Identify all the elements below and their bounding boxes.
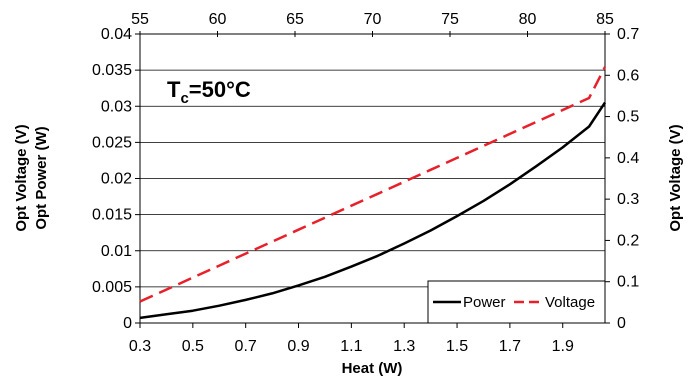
x-tick-label: 1.9 (552, 338, 574, 355)
bottom-axis: 0.3 0.5 0.7 0.9 1.1 1.3 1.5 1.7 1.9 (129, 323, 574, 355)
x-tick-label: 0.7 (235, 338, 257, 355)
legend-label-voltage: Voltage (545, 294, 595, 311)
y-axis-label-outer: Opt Voltage (V) (13, 124, 30, 231)
x2-tick-label: 70 (364, 11, 382, 28)
y2-tick-label: 0 (617, 315, 626, 332)
y-tick-label: 0.015 (92, 207, 132, 224)
y2-tick-label: 0.2 (617, 232, 639, 249)
series-line-power (139, 101, 607, 320)
y-tick-label: 0.005 (92, 279, 132, 296)
left-axis: 0 0.005 0.01 0.015 0.02 0.025 0.03 0.035 0.04 (92, 26, 140, 332)
x2-tick-label: 55 (131, 11, 149, 28)
series-layer (139, 66, 607, 320)
y2-tick-label: 0.1 (617, 274, 639, 291)
x2-tick-label: 60 (209, 11, 227, 28)
y-tick-label: 0.03 (101, 98, 132, 115)
y2-tick-label: 0.7 (617, 26, 639, 43)
y-tick-label: 0.01 (101, 243, 132, 260)
x-axis-label: Heat (W) (342, 360, 403, 377)
x-tick-label: 0.9 (287, 338, 309, 355)
y-axis-label: Opt Power (W) (33, 126, 50, 229)
x-tick-label: 1.5 (446, 338, 468, 355)
y2-tick-label: 0.3 (617, 191, 639, 208)
y-tick-label: 0.025 (92, 134, 132, 151)
y2-axis-label: Opt Voltage (V) (667, 124, 684, 231)
x2-tick-label: 75 (441, 11, 459, 28)
x-tick-label: 0.3 (129, 338, 151, 355)
legend-label-power: Power (463, 294, 506, 311)
y-tick-label: 0.035 (92, 62, 132, 79)
temperature-annotation: Tc=50°C (167, 77, 251, 107)
x2-tick-label: 85 (596, 11, 614, 28)
series-line-voltage (139, 66, 607, 303)
top-axis: 55 60 65 70 75 80 85 (131, 11, 614, 37)
y2-tick-label: 0.6 (617, 67, 639, 84)
x2-tick-label: 80 (519, 11, 537, 28)
x-tick-label: 1.7 (499, 338, 521, 355)
y-tick-label: 0 (123, 315, 132, 332)
x-tick-label: 1.1 (340, 338, 362, 355)
y-tick-label: 0.04 (101, 26, 132, 43)
y-tick-label: 0.02 (101, 171, 132, 188)
annotation-rest: =50°C (189, 77, 251, 102)
annotation-subscript: c (180, 90, 188, 107)
right-axis: 0 0.1 0.2 0.3 0.4 0.5 0.6 0.7 (605, 26, 639, 332)
annotation-main: T (167, 77, 181, 102)
x2-tick-label: 65 (286, 11, 304, 28)
x-tick-label: 1.3 (393, 338, 415, 355)
y2-tick-label: 0.5 (617, 109, 639, 126)
x-tick-label: 0.5 (182, 338, 204, 355)
legend: Power Voltage (427, 280, 606, 324)
y2-tick-label: 0.4 (617, 150, 639, 167)
